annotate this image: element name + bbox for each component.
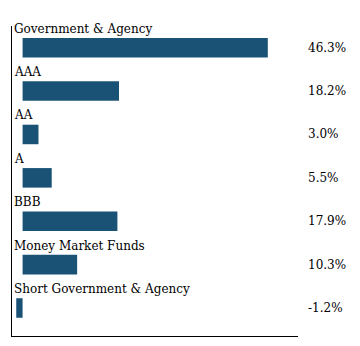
svg-text:-1.2%: -1.2%	[308, 301, 343, 315]
svg-text:17.9%: 17.9%	[308, 214, 346, 228]
svg-text:AAA: AAA	[14, 65, 41, 79]
svg-text:10.3%: 10.3%	[308, 258, 346, 272]
svg-text:18.2%: 18.2%	[308, 84, 346, 98]
svg-text:Government & Agency: Government & Agency	[14, 22, 152, 36]
svg-text:BBB: BBB	[14, 195, 41, 209]
svg-text:3.0%: 3.0%	[308, 127, 339, 141]
svg-text:Money Market Funds: Money Market Funds	[14, 239, 145, 253]
svg-text:46.3%: 46.3%	[308, 41, 346, 55]
svg-text:5.5%: 5.5%	[308, 171, 339, 185]
svg-text:AA: AA	[14, 108, 33, 122]
svg-text:A: A	[14, 152, 24, 166]
svg-text:Short Government & Agency: Short Government & Agency	[14, 282, 190, 296]
